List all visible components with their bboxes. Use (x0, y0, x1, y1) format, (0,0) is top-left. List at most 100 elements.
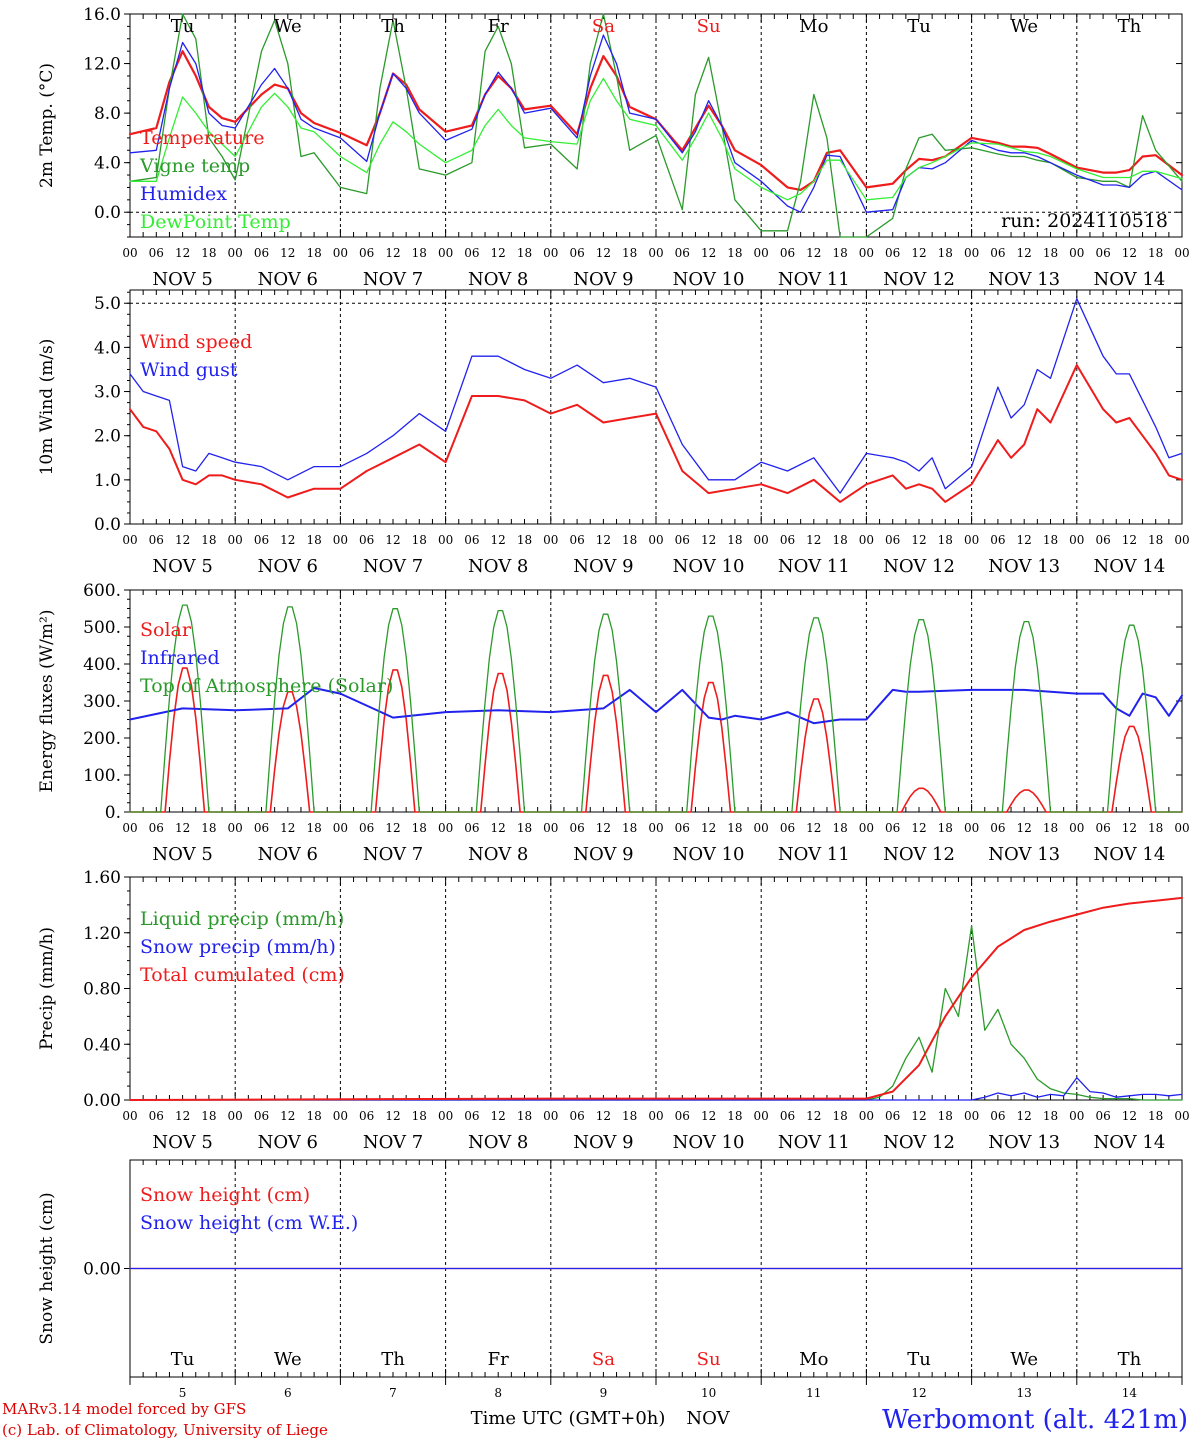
hour-label: 00 (754, 1109, 769, 1123)
y-tick-label: 0.00 (83, 1091, 121, 1111)
hour-label: 06 (885, 1109, 900, 1123)
date-label: NOV 10 (673, 1132, 745, 1153)
weekday-label: Th (1118, 16, 1142, 37)
hour-label: 06 (675, 246, 690, 260)
hour-label: 12 (385, 533, 400, 547)
hour-label: 00 (228, 246, 243, 260)
weekday-label: We (274, 1349, 302, 1370)
hour-label: 12 (806, 246, 821, 260)
hour-label: 06 (359, 1109, 374, 1123)
hour-label: 18 (727, 246, 742, 260)
hour-label: 12 (806, 1109, 821, 1123)
hour-label: 06 (780, 533, 795, 547)
series-wind-gust (129, 298, 1183, 494)
hour-label: 18 (517, 246, 532, 260)
hour-label: 12 (1122, 533, 1137, 547)
weekday-label: Su (697, 1349, 721, 1370)
hour-label: 18 (938, 533, 953, 547)
legend-entry: DewPoint Temp (140, 211, 291, 233)
date-label: NOV 9 (573, 1132, 633, 1153)
hour-label: 00 (543, 533, 558, 547)
series-infrared (129, 687, 1183, 725)
date-label: NOV 14 (1093, 556, 1165, 577)
series-snow-precip-mm-h (129, 1077, 1183, 1101)
hour-label: 12 (806, 533, 821, 547)
hour-label: 00 (333, 246, 348, 260)
day-number-label: 14 (1122, 1386, 1138, 1400)
hour-label: 18 (306, 246, 321, 260)
hour-label: 06 (254, 533, 269, 547)
hour-label: 00 (648, 1109, 663, 1123)
wind-y-axis-title: 10m Wind (m/s) (37, 339, 57, 476)
legend-entry: Vigne temp (139, 155, 250, 177)
hour-label: 00 (1069, 1109, 1084, 1123)
y-tick-label: 200. (83, 729, 121, 749)
hour-label: 18 (938, 246, 953, 260)
hour-label: 12 (175, 821, 190, 835)
date-label: NOV 12 (883, 269, 955, 290)
hour-label: 06 (675, 821, 690, 835)
hour-label: 00 (1174, 821, 1189, 835)
hour-label: 00 (333, 533, 348, 547)
hour-label: 12 (596, 821, 611, 835)
hour-label: 00 (438, 1109, 453, 1123)
wind-panel: 0.0 1.0 2.0 3.0 4.0 5.0 10m Wind (m/s) Wind spe… (37, 289, 1190, 577)
time-axis-title: Time UTC (GMT+0h) (471, 1408, 666, 1429)
hour-label: 06 (885, 821, 900, 835)
y-tick-label: 4.0 (94, 338, 121, 358)
hour-label: 18 (1043, 533, 1058, 547)
hour-label: 00 (438, 821, 453, 835)
date-label: NOV 8 (468, 1132, 528, 1153)
hour-label: 18 (1148, 1109, 1163, 1123)
hour-label: 18 (306, 533, 321, 547)
weekday-label: Su (697, 16, 721, 37)
date-label: NOV 13 (988, 1132, 1060, 1153)
weekday-label: We (1010, 16, 1038, 37)
legend-entry: Wind gust (140, 359, 238, 381)
weekday-label: Th (381, 1349, 405, 1370)
hour-label: 18 (517, 821, 532, 835)
date-label: NOV 10 (673, 844, 745, 865)
hour-label: 18 (306, 1109, 321, 1123)
hour-label: 00 (754, 821, 769, 835)
hour-label: 00 (122, 246, 137, 260)
day-number-label: 9 (600, 1386, 608, 1400)
hour-label: 12 (491, 821, 506, 835)
y-tick-label: 12.0 (83, 55, 121, 75)
date-label: NOV 8 (468, 556, 528, 577)
hour-label: 06 (254, 246, 269, 260)
y-tick-label: 5.0 (94, 294, 121, 314)
date-label: NOV 7 (363, 556, 423, 577)
date-label: NOV 13 (988, 844, 1060, 865)
lab-credit: (c) Lab. of Climatology, University of L… (2, 1421, 328, 1439)
day-number-label: 13 (1017, 1386, 1032, 1400)
temperature-y-axis-title: 2m Temp. (°C) (37, 63, 57, 188)
date-label: NOV 7 (363, 1132, 423, 1153)
hour-label: 18 (938, 821, 953, 835)
hour-label: 12 (1122, 1109, 1137, 1123)
hour-label: 18 (201, 533, 216, 547)
y-tick-label: 0.0 (94, 203, 121, 223)
hour-label: 12 (1017, 533, 1032, 547)
date-label: NOV 9 (573, 269, 633, 290)
y-tick-label: 1.0 (94, 471, 121, 491)
y-tick-label: 0.0 (94, 515, 121, 535)
hour-label: 12 (175, 246, 190, 260)
y-tick-label: 0.80 (83, 980, 121, 1000)
hour-label: 00 (122, 533, 137, 547)
hour-label: 00 (543, 1109, 558, 1123)
date-label: NOV 6 (258, 844, 318, 865)
date-label: NOV 12 (883, 844, 955, 865)
hour-label: 12 (911, 246, 926, 260)
hour-label: 06 (359, 533, 374, 547)
snow-panel: 0.00 Snow height (cm) Snow height (cm) Snow… (37, 1159, 1183, 1400)
hour-label: 06 (990, 246, 1005, 260)
hour-label: 06 (359, 246, 374, 260)
y-tick-label: 1.60 (83, 868, 121, 888)
hour-label: 12 (1017, 821, 1032, 835)
hour-label: 00 (964, 246, 979, 260)
hour-label: 18 (412, 1109, 427, 1123)
date-label: NOV 9 (573, 844, 633, 865)
hour-label: 06 (149, 246, 164, 260)
date-label: NOV 5 (152, 1132, 212, 1153)
